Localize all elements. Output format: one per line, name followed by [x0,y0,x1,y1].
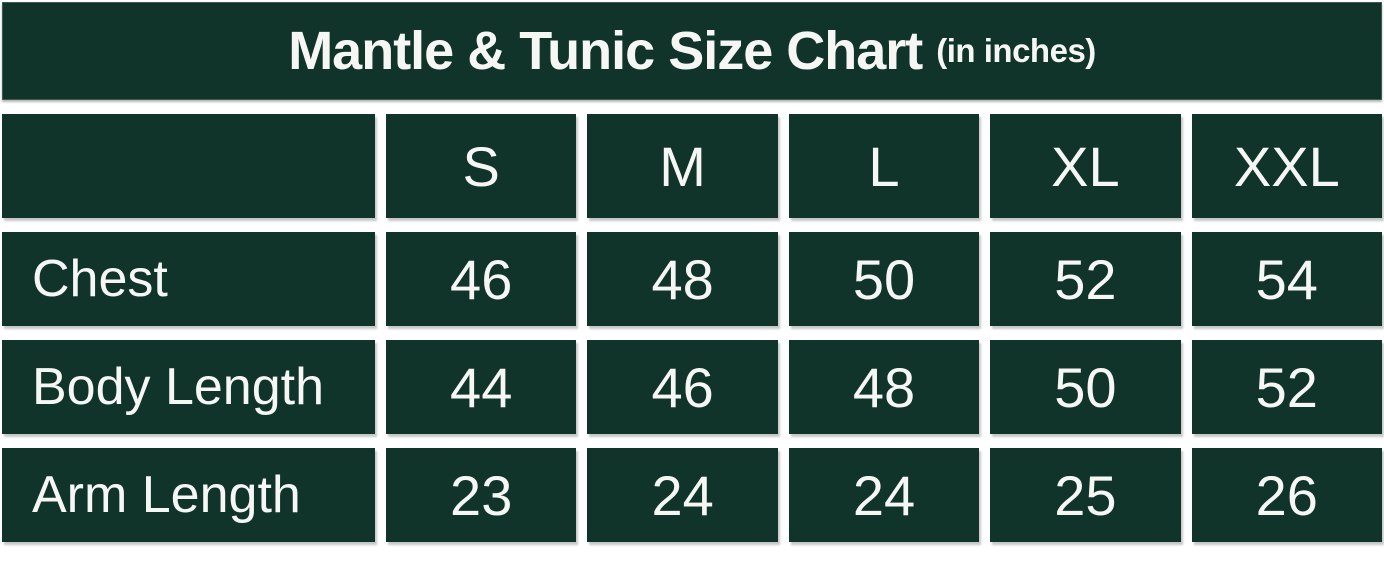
chart-title-unit-note: (in inches) [936,32,1096,69]
col-header-m: M [587,114,778,218]
cell-body-length-l: 48 [788,340,980,434]
cell-chest-m: 48 [587,232,778,326]
cell-body-length-xxl: 52 [1191,340,1382,434]
size-table: S M L XL XXL Chest 46 48 50 52 54 Body L… [2,114,1382,542]
col-header-xl: XL [990,114,1181,218]
cell-chest-s: 46 [386,232,577,326]
cell-arm-length-xxl: 26 [1191,448,1382,542]
corner-cell [2,114,375,218]
row-label-chest: Chest [2,232,375,326]
cell-arm-length-s: 23 [386,448,577,542]
col-header-l: L [788,114,980,218]
cell-body-length-m: 46 [587,340,778,434]
chart-title: Mantle & Tunic Size Chart [288,21,923,81]
col-header-xxl: XXL [1191,114,1382,218]
cell-arm-length-m: 24 [587,448,778,542]
cell-body-length-s: 44 [386,340,577,434]
cell-chest-xl: 52 [990,232,1181,326]
cell-chest-l: 50 [788,232,980,326]
col-header-s: S [386,114,577,218]
cell-arm-length-xl: 25 [990,448,1181,542]
title-bar: Mantle & Tunic Size Chart (in inches) [2,2,1382,100]
cell-body-length-xl: 50 [990,340,1181,434]
cell-chest-xxl: 54 [1191,232,1382,326]
cell-arm-length-l: 24 [788,448,980,542]
row-label-arm-length: Arm Length [2,448,375,542]
row-label-body-length: Body Length [2,340,375,434]
